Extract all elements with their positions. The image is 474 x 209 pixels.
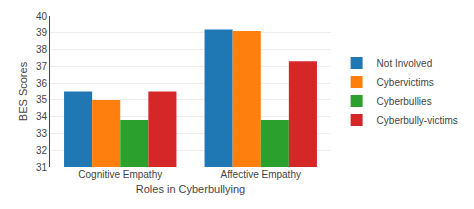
svg-text:36: 36: [36, 78, 48, 89]
svg-text:37: 37: [36, 61, 48, 72]
svg-text:40: 40: [36, 11, 48, 22]
svg-text:39: 39: [36, 27, 48, 38]
svg-text:Not Involved: Not Involved: [377, 58, 433, 69]
svg-text:33: 33: [36, 128, 48, 139]
svg-text:Cyberbullies: Cyberbullies: [377, 96, 432, 107]
svg-text:38: 38: [36, 44, 48, 55]
svg-text:Cyberbully-victims: Cyberbully-victims: [377, 115, 458, 126]
svg-text:Cognitive Empathy: Cognitive Empathy: [78, 169, 162, 180]
svg-text:BES Scores: BES Scores: [17, 61, 29, 121]
svg-text:Roles in Cyberbullying: Roles in Cyberbullying: [136, 183, 245, 195]
svg-text:35: 35: [36, 94, 48, 105]
svg-text:34: 34: [36, 111, 48, 122]
svg-text:Affective Empathy: Affective Empathy: [221, 169, 301, 180]
svg-text:31: 31: [36, 162, 48, 173]
svg-text:32: 32: [36, 145, 48, 156]
svg-text:Cybervictims: Cybervictims: [377, 77, 434, 88]
